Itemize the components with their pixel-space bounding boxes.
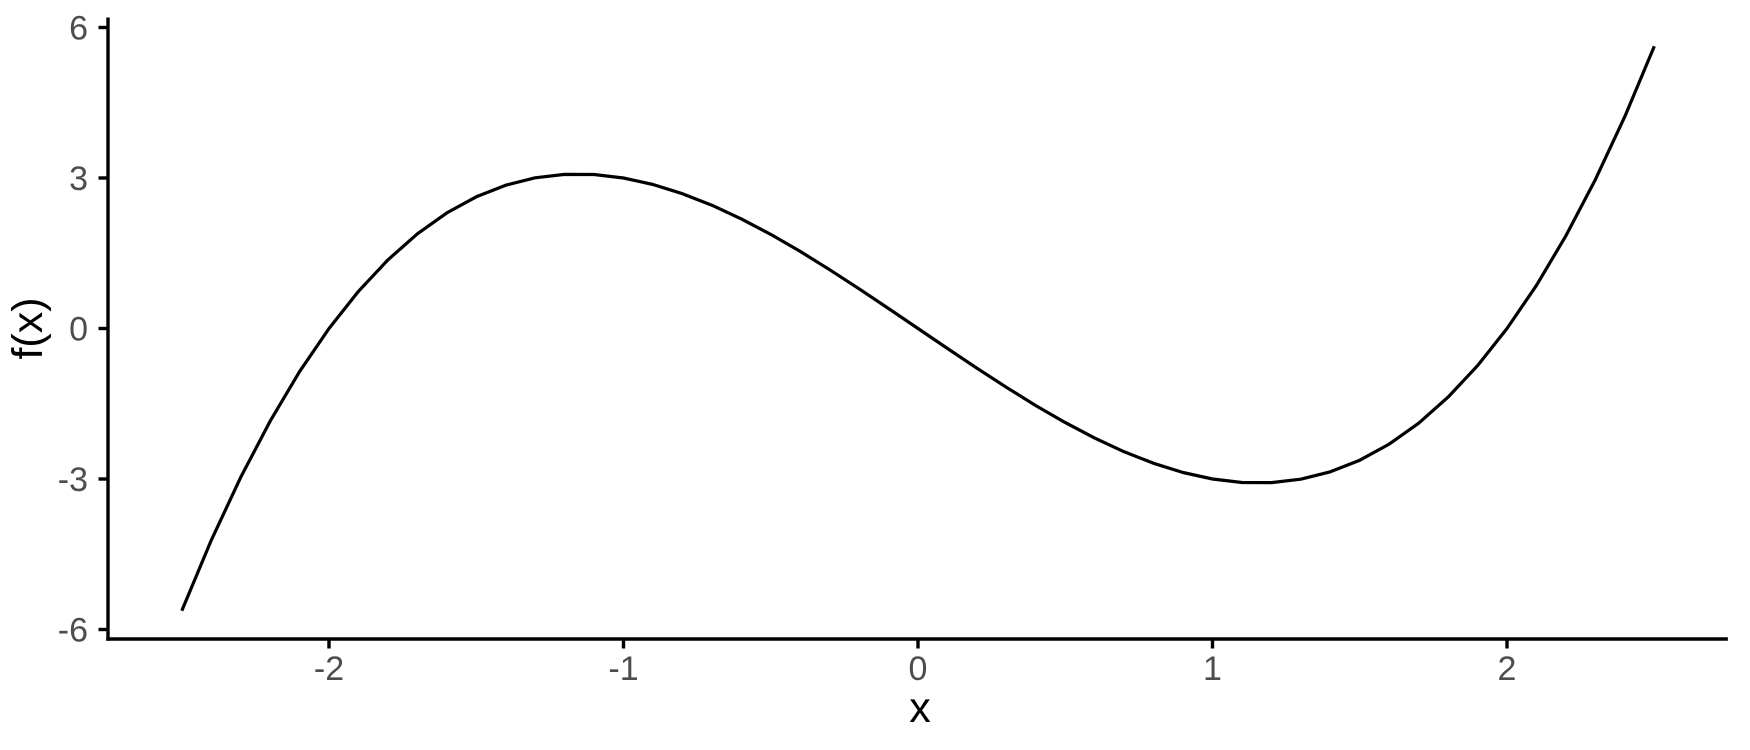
y-axis-ticks: -6 -3 0 3 6 (58, 9, 108, 650)
y-tick-label: -6 (58, 612, 88, 650)
y-tick-label: 3 (69, 160, 88, 198)
x-tick-label: 1 (1203, 650, 1222, 688)
y-axis-title: f(x) (4, 297, 52, 359)
x-tick-label: 2 (1498, 650, 1517, 688)
x-tick-label: 0 (909, 650, 928, 688)
y-tick-label: 0 (69, 311, 88, 349)
x-axis-title: x (909, 684, 931, 732)
x-tick-label: -1 (608, 650, 638, 688)
x-axis-ticks: -2 -1 0 1 2 (314, 639, 1517, 688)
x-tick-label: -2 (314, 650, 344, 688)
y-tick-label: 6 (69, 9, 88, 47)
y-tick-label: -3 (58, 461, 88, 499)
function-curve-line (180, 45, 1656, 612)
